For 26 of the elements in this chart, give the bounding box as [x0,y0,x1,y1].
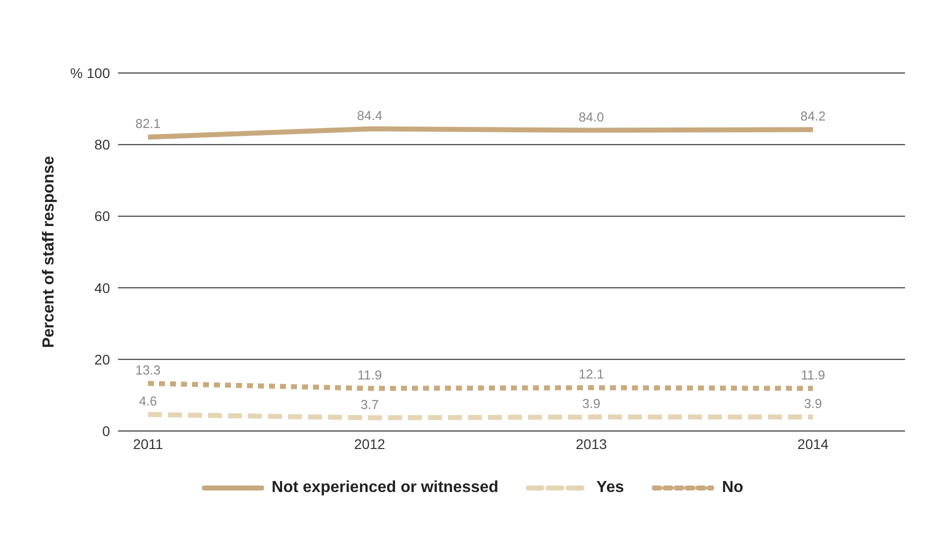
legend-label: Yes [596,479,624,497]
y-tick-label: 60 [94,208,110,224]
data-label: 82.1 [135,116,161,132]
legend-label: No [722,479,744,497]
y-tick-label: 0 [102,422,110,439]
legend-label: Not experienced or witnessed [272,479,498,497]
data-label: 3.7 [360,396,379,412]
x-tick-label: 2014 [797,436,829,452]
data-label: 12.1 [578,366,604,382]
y-tick-label: 80 [94,136,110,153]
x-tick-label: 2012 [354,436,386,452]
y-tick-label: 20 [94,351,110,368]
data-label: 13.3 [135,362,161,378]
data-label: 84.4 [357,108,382,123]
y-tick-label: 40 [94,280,110,296]
x-tick-label: 2013 [576,436,608,452]
y-tick-label: % 100 [70,64,110,81]
data-label: 84.2 [800,108,826,124]
data-label: 3.9 [582,396,600,412]
x-tick-label: 2011 [132,436,164,452]
data-label: 3.9 [804,396,822,412]
data-label: 4.6 [138,394,158,409]
data-label: 11.9 [357,367,382,382]
data-label: 84.0 [578,109,604,124]
y-axis-title: Percent of staff response [40,156,58,348]
data-label: 11.9 [800,367,826,382]
